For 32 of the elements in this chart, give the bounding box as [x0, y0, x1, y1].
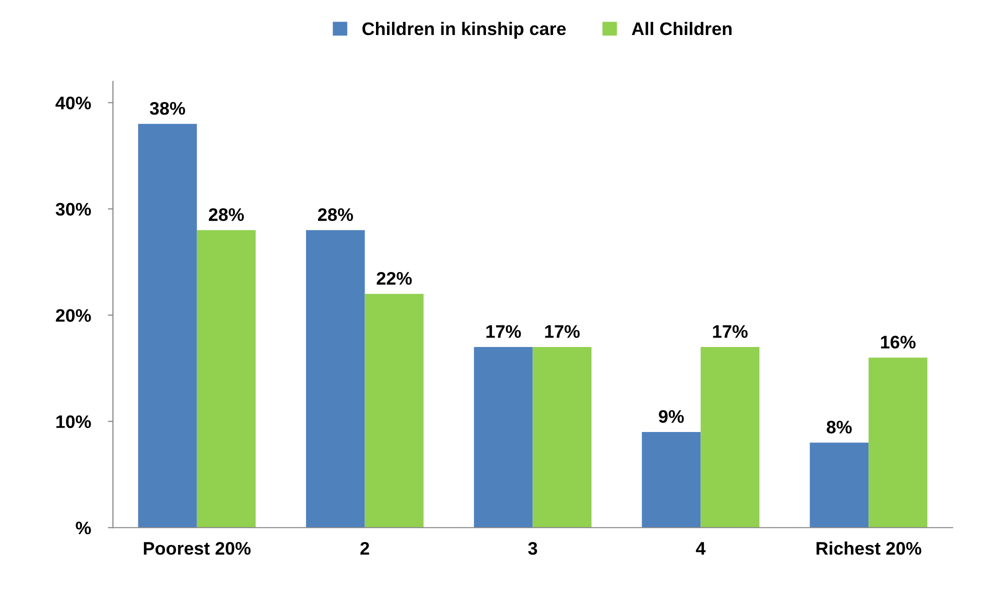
bar: [532, 347, 592, 528]
bar: [196, 230, 256, 528]
bar: [474, 347, 533, 528]
y-tick-label: 20%: [56, 309, 91, 322]
data-label: 9%: [658, 410, 684, 423]
bar: [868, 358, 928, 528]
data-label: 16%: [881, 336, 916, 349]
x-tick-label: 4: [696, 542, 706, 555]
data-label: 17%: [545, 325, 580, 338]
data-label: 28%: [318, 208, 354, 222]
y-tick-label: 40%: [56, 96, 91, 110]
x-tick-label: 2: [360, 542, 370, 555]
y-tick-label: %: [76, 522, 91, 534]
bar: [642, 432, 701, 528]
x-tick-label: Richest 20%: [816, 542, 922, 555]
data-label: 8%: [826, 420, 852, 434]
data-label: 17%: [486, 325, 521, 338]
data-label: 38%: [150, 102, 186, 115]
data-label: 17%: [713, 325, 748, 338]
y-tick-label: 30%: [56, 202, 91, 216]
bar: [700, 347, 760, 528]
bar: [138, 124, 197, 528]
legend-label: All Children: [632, 22, 732, 36]
legend-label: Children in kinship care: [362, 22, 566, 39]
bar: [364, 294, 424, 528]
y-tick-label: 10%: [56, 415, 91, 428]
bar: [306, 230, 365, 528]
bar: [810, 442, 869, 528]
data-label: 22%: [376, 272, 412, 285]
x-tick-label: Poorest 20%: [144, 542, 251, 555]
data-label: 28%: [208, 208, 244, 222]
x-tick-label: 3: [528, 542, 538, 555]
